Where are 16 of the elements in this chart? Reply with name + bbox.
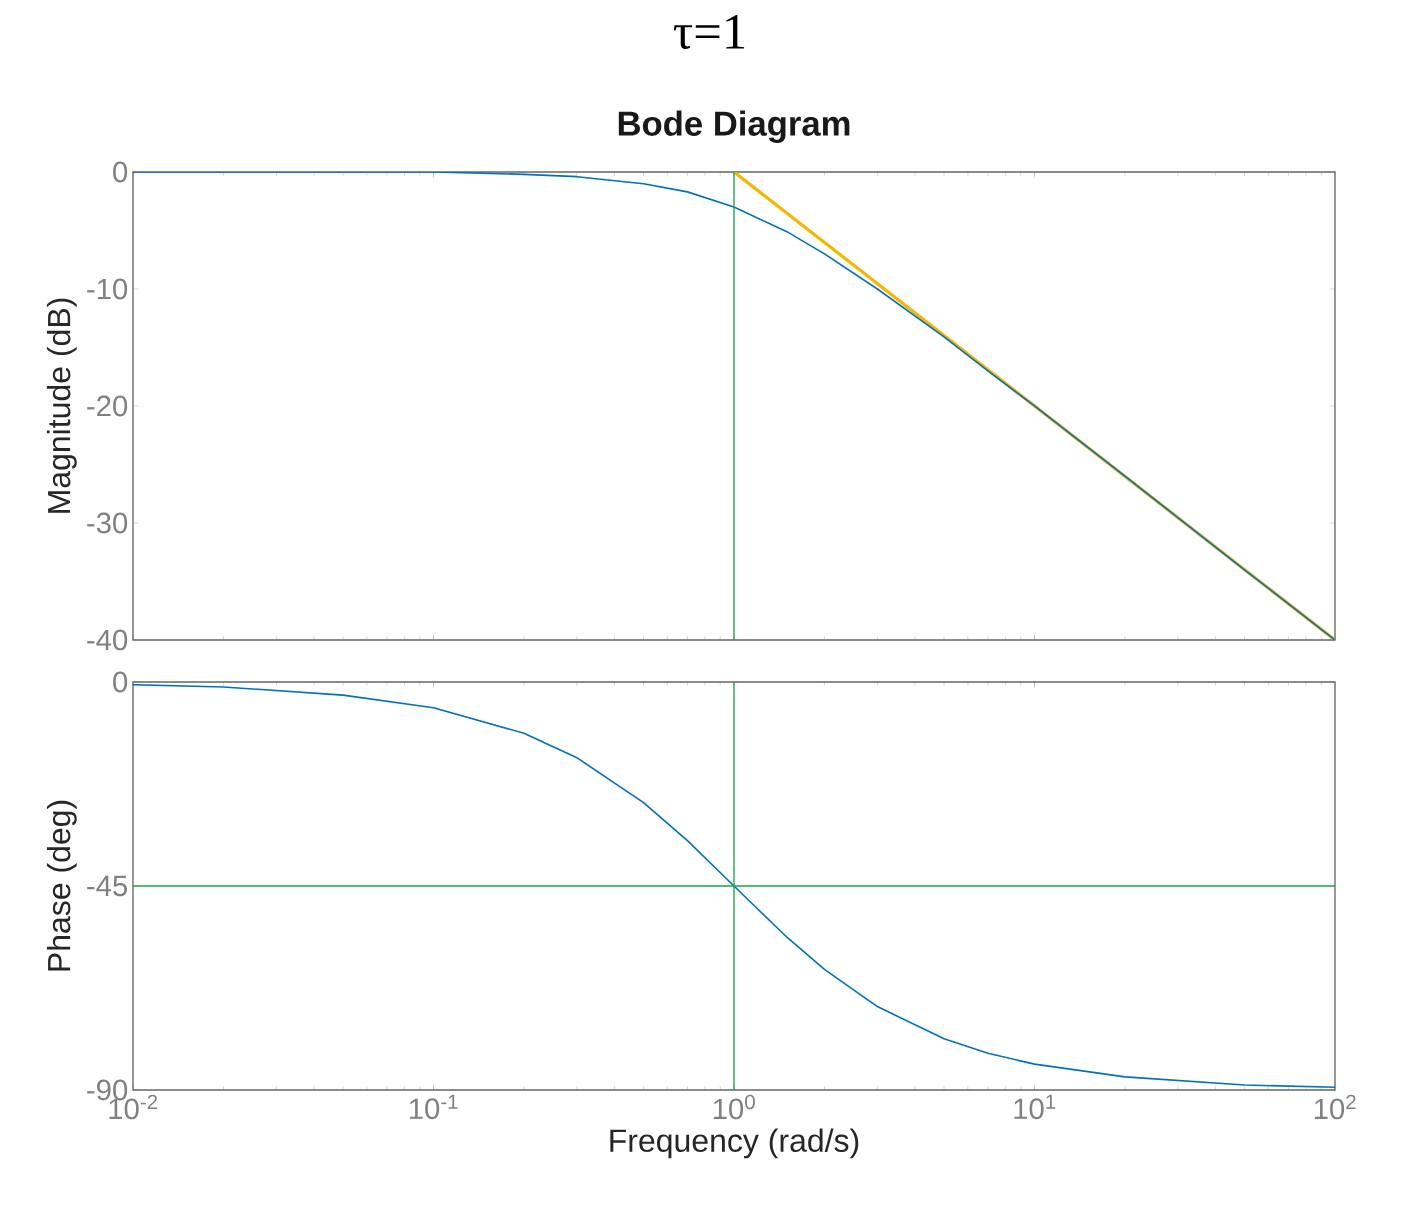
- y-axis-title: Magnitude (dB): [46, 298, 77, 513]
- y-tick-label: 0: [113, 161, 128, 183]
- y-tick-label: -20: [87, 395, 128, 417]
- x-tick-label: 10$^{2}$: [1314, 1094, 1356, 1120]
- y-tick-label: -45: [87, 875, 128, 897]
- x-axis-title: Frequency (rad/s): [610, 1128, 859, 1159]
- y-axis-title: Phase (deg): [46, 800, 77, 971]
- chart-title: Bode Diagram: [618, 110, 850, 143]
- y-tick-label: -10: [87, 278, 128, 300]
- y-tick-label: -40: [87, 629, 128, 651]
- x-tick-label: 10$^{1}$: [1014, 1094, 1056, 1120]
- x-tick-label: 10$^{-1}$: [409, 1094, 458, 1120]
- y-tick-label: 0: [113, 671, 128, 693]
- x-tick-label: 10$^{0}$: [713, 1094, 755, 1120]
- y-tick-label: -30: [87, 512, 128, 534]
- text: τ=1: [673, 15, 745, 49]
